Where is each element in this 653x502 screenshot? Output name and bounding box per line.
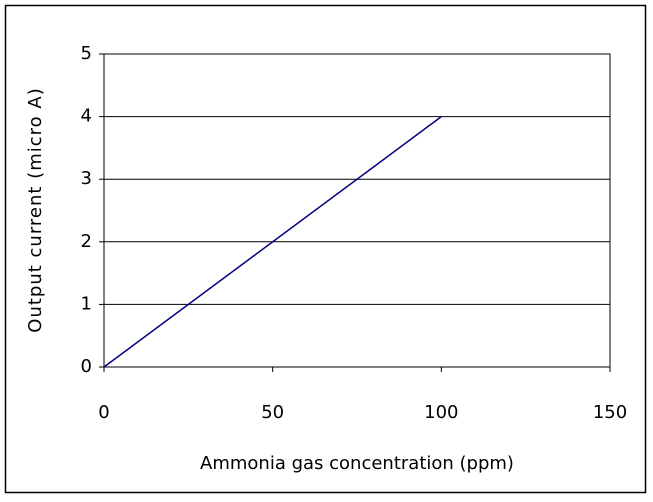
x-tick-label: 50 <box>261 402 284 423</box>
y-tick-label: 4 <box>81 106 92 127</box>
y-axis-label: Output current (micro A) <box>25 87 46 332</box>
y-tick-label: 1 <box>81 293 92 314</box>
x-tick-label: 100 <box>424 402 458 423</box>
x-tick-label: 150 <box>593 402 627 423</box>
y-tick-label: 2 <box>81 231 92 252</box>
x-axis-label: Ammonia gas concentration (ppm) <box>200 453 514 474</box>
chart-frame <box>4 4 647 494</box>
y-tick-label: 5 <box>81 43 92 64</box>
y-tick-label: 3 <box>81 168 92 189</box>
plot-border <box>103 53 611 368</box>
x-tick-label: 0 <box>98 402 109 423</box>
y-tick-label: 0 <box>81 356 92 377</box>
data-line <box>103 115 442 368</box>
